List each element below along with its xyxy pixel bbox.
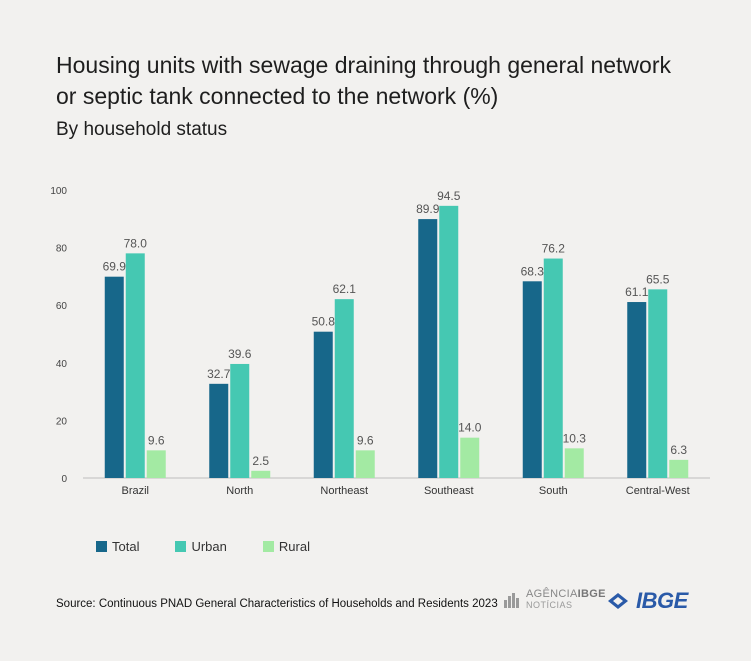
data-label: 61.1: [625, 285, 649, 299]
legend-label-urban: Urban: [191, 539, 227, 554]
y-tick-label: 80: [56, 244, 68, 255]
legend: Total Urban Rural: [96, 539, 346, 554]
bar-urban: [439, 205, 459, 478]
bar-rural: [251, 470, 271, 478]
bar-rural: [355, 450, 375, 478]
bar-urban: [125, 253, 145, 478]
bar-total: [313, 331, 333, 478]
data-label: 69.9: [103, 260, 127, 274]
bar-total: [522, 281, 542, 478]
chart-title: Housing units with sewage draining throu…: [56, 52, 671, 109]
y-tick-label: 40: [56, 359, 68, 370]
y-tick-label: 0: [61, 474, 67, 485]
bar-urban: [334, 299, 354, 478]
data-label: 39.6: [228, 347, 252, 361]
ibge-logo-text: IBGE: [636, 588, 688, 613]
legend-label-rural: Rural: [278, 539, 310, 554]
data-label: 9.6: [148, 433, 165, 447]
data-label: 89.9: [416, 202, 440, 216]
data-label: 50.8: [312, 315, 336, 329]
bar-rural: [146, 450, 166, 478]
bar-urban: [543, 258, 563, 478]
category-label: North: [226, 485, 253, 497]
category-label: Central-West: [626, 485, 690, 497]
legend-item-rural: Rural: [262, 539, 310, 554]
data-label: 6.3: [670, 443, 687, 457]
data-label: 68.3: [521, 264, 545, 278]
data-label: 14.0: [458, 421, 482, 435]
agencia-subtitle: NOTÍCIAS: [526, 600, 573, 610]
data-label: 62.1: [333, 282, 357, 296]
category-label: Brazil: [121, 485, 149, 497]
category-label: Southeast: [424, 485, 474, 497]
bar-urban: [230, 363, 250, 478]
bar-rural: [460, 437, 480, 478]
data-label: 94.5: [437, 189, 461, 203]
legend-label-total: Total: [112, 539, 140, 554]
bar-total: [627, 302, 647, 478]
legend-item-total: Total: [96, 539, 139, 554]
legend-item-urban: Urban: [175, 539, 227, 554]
bar-total: [418, 219, 438, 478]
chart-subtitle: By household status: [56, 119, 228, 140]
agencia-title: AGÊNCIAIBGE: [526, 588, 606, 600]
data-label: 78.0: [124, 236, 148, 250]
data-label: 9.6: [357, 433, 374, 447]
y-tick-label: 60: [56, 301, 68, 312]
legend-swatch-urban: [175, 541, 187, 552]
bar-rural: [564, 448, 584, 478]
data-label: 32.7: [207, 367, 231, 381]
legend-swatch-rural: [262, 541, 274, 552]
ibge-logo: IBGE: [604, 588, 688, 614]
ibge-logo-icon: [608, 593, 628, 609]
data-label: 76.2: [542, 242, 566, 256]
bar-urban: [648, 289, 668, 478]
data-label: 2.5: [252, 454, 269, 468]
bar-total: [209, 383, 229, 478]
y-tick-label: 20: [56, 416, 68, 427]
agencia-ibge-logo: AGÊNCIAIBGE NOTÍCIAS: [502, 589, 606, 611]
category-label: South: [539, 485, 568, 497]
agencia-logo-icon: [504, 593, 519, 608]
bar-rural: [669, 459, 689, 478]
data-label: 65.5: [646, 272, 670, 286]
y-tick-label: 100: [50, 186, 67, 197]
category-label: Northeast: [320, 485, 368, 497]
bar-total: [104, 276, 124, 478]
source-note: Source: Continuous PNAD General Characte…: [56, 598, 498, 610]
legend-swatch-total: [96, 541, 107, 552]
data-label: 10.3: [563, 431, 587, 445]
